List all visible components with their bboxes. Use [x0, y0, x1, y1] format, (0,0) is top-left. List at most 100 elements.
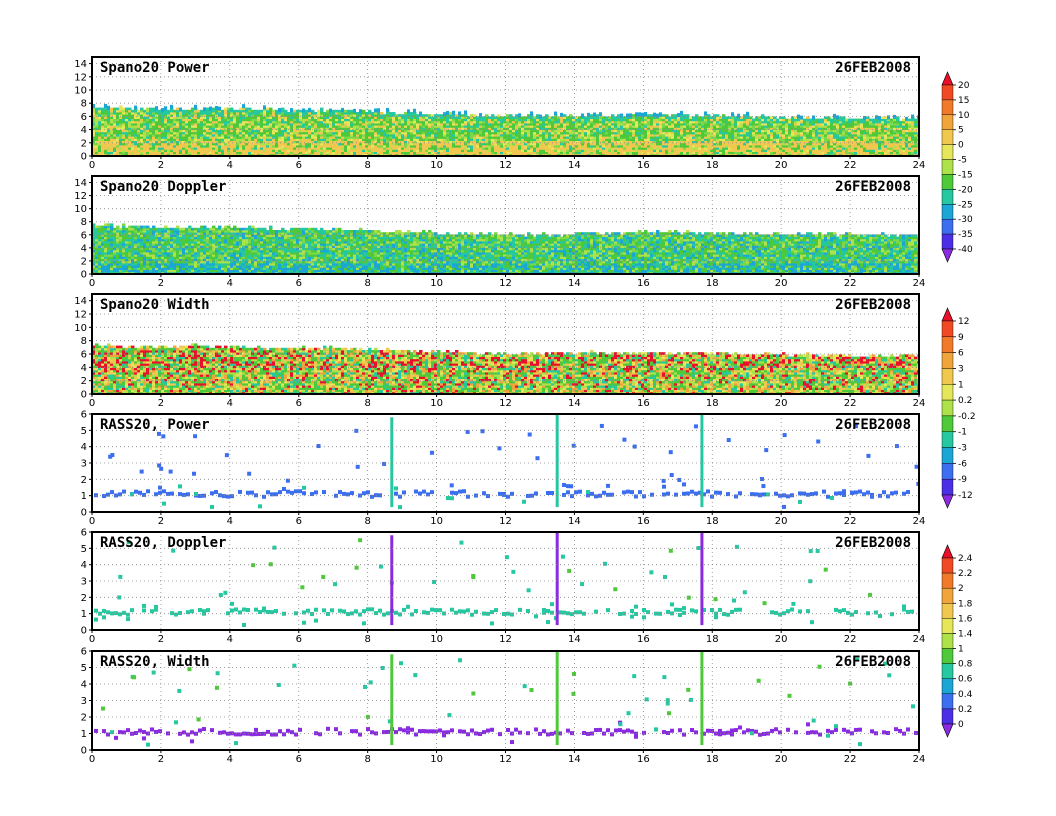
- colorbar-2: 12 9 6 3 1 0.2 -0.2 -1 -3 -6 -9 -12: [941, 307, 976, 509]
- y-tick-label: 5: [81, 663, 87, 674]
- colorbar-swatch: [941, 204, 954, 220]
- x-tick-label: 18: [706, 278, 719, 289]
- y-tick-label: 6: [81, 112, 87, 123]
- colorbar-label: -6: [958, 459, 967, 469]
- y-tick-label: 10: [74, 323, 87, 334]
- colorbar-swatch: [941, 463, 954, 480]
- x-tick-label: 8: [364, 754, 370, 765]
- data-field: [94, 414, 919, 510]
- y-tick-label: 4: [81, 243, 87, 254]
- colorbar-label: 1.8: [958, 599, 973, 609]
- data-field: [92, 223, 919, 274]
- x-tick-label: 18: [706, 634, 719, 645]
- x-tick-label: 8: [364, 160, 370, 171]
- colorbar-swatch: [941, 99, 954, 116]
- x-tick-label: 14: [568, 398, 581, 409]
- y-tick-label: 6: [81, 350, 87, 361]
- colorbar-label: 12: [958, 317, 969, 327]
- y-tick-label: 1: [81, 729, 87, 740]
- y-tick-label: 8: [81, 99, 87, 110]
- panel-title: RASS20, Width: [100, 654, 210, 670]
- colorbar-swatch: [941, 633, 954, 649]
- y-tick-label: 8: [81, 336, 87, 347]
- colorbar-label: 0.6: [958, 675, 973, 685]
- colorbar-swatch: [941, 648, 954, 664]
- x-tick-label: 20: [775, 634, 788, 645]
- x-tick-label: 0: [89, 634, 95, 645]
- x-tick-label: 16: [637, 516, 650, 527]
- colorbar-swatch: [941, 159, 954, 175]
- colorbar-label: 3: [958, 364, 964, 374]
- x-tick-label: 0: [89, 278, 95, 289]
- colorbar-swatch: [941, 708, 954, 725]
- x-tick-label: 18: [706, 160, 719, 171]
- colorbar-swatch: [941, 447, 954, 464]
- x-tick-label: 18: [706, 398, 719, 409]
- x-tick-label: 2: [158, 278, 164, 289]
- x-tick-label: 4: [227, 278, 233, 289]
- colorbar-label: 15: [958, 96, 969, 106]
- y-tick-label: 5: [81, 544, 87, 555]
- y-tick-label: 2: [81, 138, 87, 149]
- colorbar-swatch: [941, 189, 954, 205]
- x-tick-label: 2: [158, 160, 164, 171]
- x-tick-label: 2: [158, 754, 164, 765]
- vertical-bar: [390, 535, 394, 626]
- vertical-bar: [700, 651, 704, 746]
- colorbar-swatch: [941, 84, 954, 101]
- panel-title: Spano20 Power: [100, 60, 210, 76]
- x-tick-label: 0: [89, 754, 95, 765]
- x-tick-label: 6: [296, 160, 302, 171]
- y-tick-label: 8: [81, 217, 87, 228]
- colorbar-swatch: [941, 368, 954, 385]
- x-tick-label: 24: [913, 634, 926, 645]
- colorbar-label: 2: [958, 584, 964, 594]
- colorbar-label: 0.2: [958, 705, 972, 715]
- x-tick-label: 8: [364, 634, 370, 645]
- x-tick-label: 6: [296, 634, 302, 645]
- y-tick-label: 0: [81, 746, 87, 757]
- y-tick-label: 1: [81, 609, 87, 620]
- colorbar-label: -40: [958, 245, 973, 255]
- colorbar-swatch: [941, 218, 954, 235]
- x-tick-label: 22: [844, 634, 857, 645]
- colorbar-label: -15: [958, 170, 973, 180]
- panel-title: Spano20 Width: [100, 297, 210, 313]
- y-tick-label: 0: [81, 152, 87, 163]
- colorbar-label: 6: [958, 349, 964, 359]
- x-tick-label: 2: [158, 398, 164, 409]
- y-tick-label: 2: [81, 475, 87, 486]
- y-tick-label: 6: [81, 410, 87, 421]
- x-tick-label: 8: [364, 398, 370, 409]
- y-tick-label: 6: [81, 528, 87, 539]
- x-tick-label: 24: [913, 516, 926, 527]
- y-tick-label: 0: [81, 270, 87, 281]
- colorbar-label: 20: [958, 81, 970, 91]
- x-tick-label: 14: [568, 634, 581, 645]
- x-tick-label: 6: [296, 516, 302, 527]
- x-tick-label: 22: [844, 754, 857, 765]
- colorbar-swatch: [941, 114, 954, 130]
- y-tick-label: 6: [81, 230, 87, 241]
- x-tick-label: 4: [227, 754, 233, 765]
- y-tick-label: 6: [81, 647, 87, 658]
- colorbar-label: -5: [958, 156, 967, 166]
- colorbar-label: -9: [958, 475, 967, 485]
- x-tick-label: 0: [89, 160, 95, 171]
- x-tick-label: 24: [913, 398, 926, 409]
- y-tick-label: 14: [74, 59, 87, 70]
- x-tick-label: 20: [775, 278, 788, 289]
- colorbar-label: 0.2: [958, 396, 972, 406]
- x-tick-label: 22: [844, 516, 857, 527]
- y-tick-label: 3: [81, 577, 87, 588]
- colorbar-label: 10: [958, 111, 970, 121]
- colorbar-swatch: [941, 693, 954, 710]
- x-tick-label: 18: [706, 754, 719, 765]
- panel-date: 26FEB2008: [835, 297, 911, 313]
- colorbar-swatch: [941, 320, 954, 338]
- x-tick-label: 12: [499, 754, 512, 765]
- colorbar-1: 20 15 10 5 0 -5 -15 -20 -25 -30 -35 -40: [941, 71, 973, 263]
